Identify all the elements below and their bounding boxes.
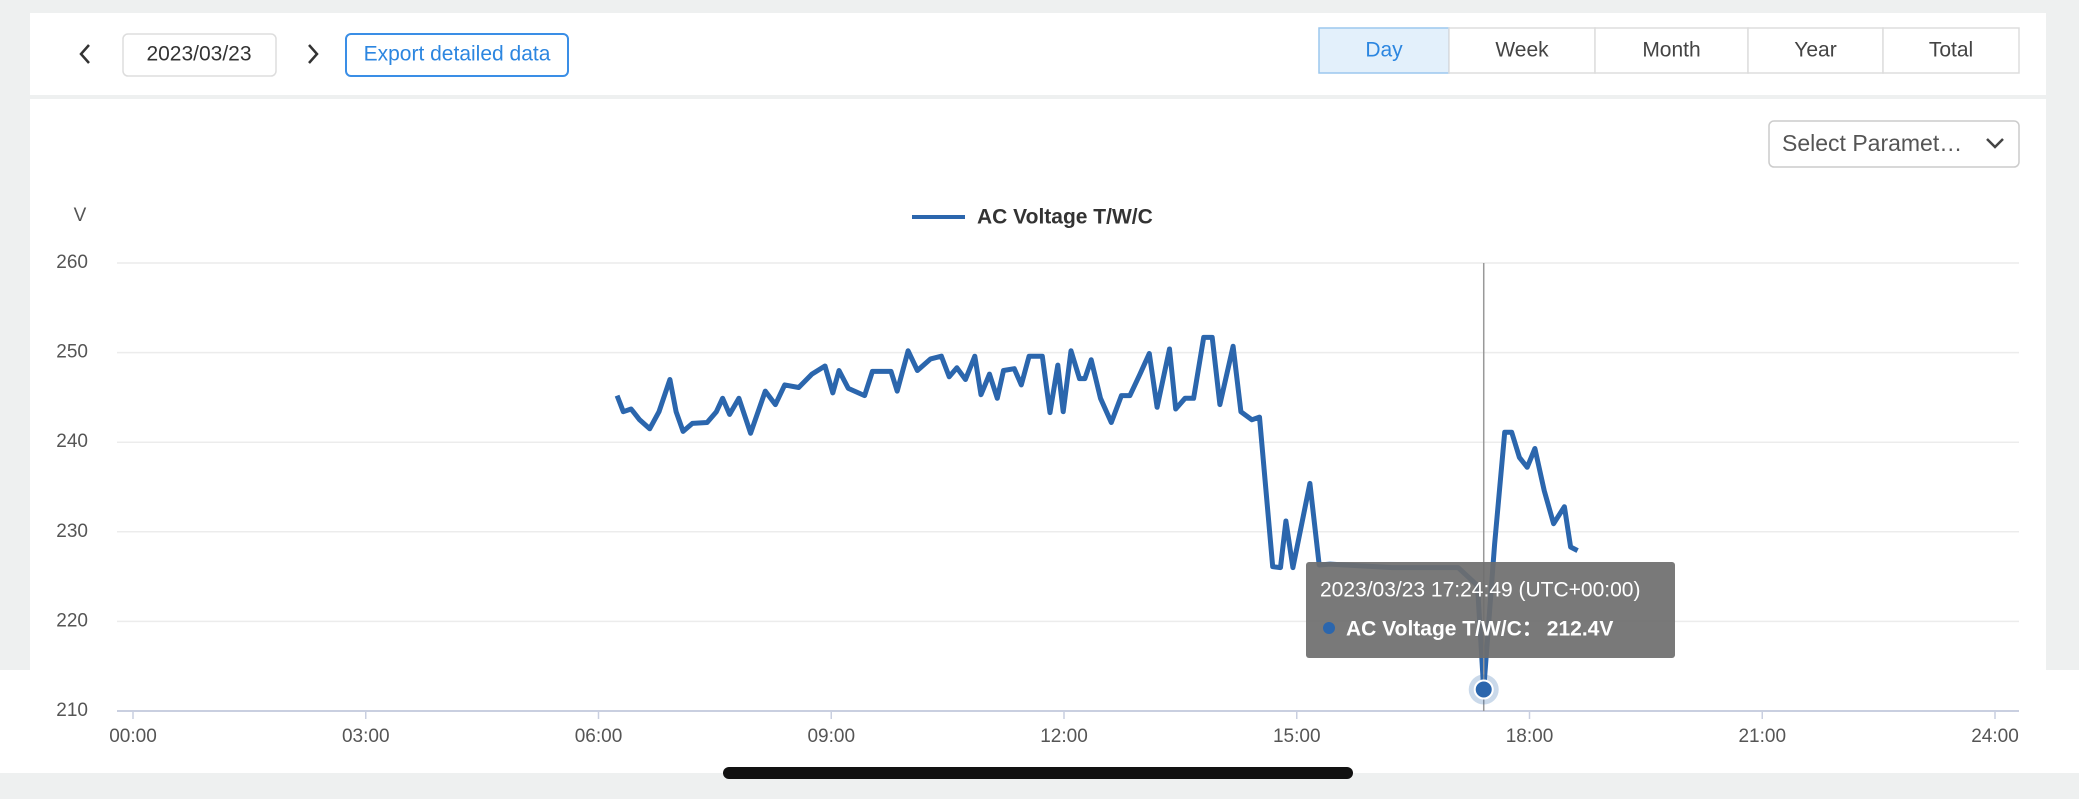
x-tick-label: 18:00 [1506, 726, 1554, 747]
x-tick-label: 24:00 [1971, 726, 2019, 747]
select-arrow [1986, 138, 2004, 149]
period-tab[interactable] [1318, 27, 1450, 74]
x-tick-label: 15:00 [1273, 726, 1321, 747]
x-tick-label: 00:00 [109, 726, 157, 747]
export-text: Export detailed data [364, 43, 551, 66]
period-tab[interactable] [1882, 27, 2020, 74]
parameter-select[interactable] [1768, 120, 2020, 168]
x-tick-label: 06:00 [575, 726, 623, 747]
tooltip-name: AC Voltage T/W/C： [1346, 618, 1543, 641]
y-tick-label: 220 [56, 610, 88, 631]
period-label: Week [1495, 39, 1549, 62]
date-text: 2023/03/23 [146, 43, 251, 66]
chart-card [30, 99, 2046, 745]
tooltip-time: 2023/03/23 17:24:49 (UTC+00:00) [1320, 579, 1640, 602]
period-label: Day [1365, 39, 1403, 62]
prev-button[interactable] [79, 44, 90, 64]
home-indicator [723, 767, 1353, 779]
x-tick-label: 21:00 [1738, 726, 1786, 747]
tooltip-box [1306, 562, 1675, 658]
y-tick-label: 260 [56, 252, 88, 273]
select-text: Select Paramet… [1782, 130, 1962, 156]
next-button[interactable] [308, 44, 319, 64]
period-label: Total [1929, 39, 1973, 62]
legend-label: AC Voltage T/W/C [977, 206, 1153, 229]
period-tabs: Day Week Month Year Total [1318, 27, 2020, 74]
export-button[interactable] [345, 33, 569, 77]
x-tick-label: 09:00 [807, 726, 855, 747]
date-box[interactable] [122, 33, 277, 77]
y-axis-unit: V [74, 205, 87, 226]
period-label: Month [1642, 39, 1700, 62]
x-tick-label: 03:00 [342, 726, 390, 747]
period-label: Year [1794, 39, 1836, 62]
y-tick-label: 210 [56, 700, 88, 721]
period-tab[interactable] [1594, 27, 1749, 74]
plot: 210 220 230 240 250 260 00:00 03:00 06:00 09:00 12… [56, 206, 2019, 747]
y-tick-label: 240 [56, 431, 88, 452]
tooltip-value: 212.4V [1547, 618, 1614, 641]
tooltip-dot [1323, 622, 1335, 634]
x-tick-label: 12:00 [1040, 726, 1088, 747]
y-tick-label: 230 [56, 521, 88, 542]
y-tick-label: 250 [56, 342, 88, 363]
hover-point [1473, 679, 1494, 700]
